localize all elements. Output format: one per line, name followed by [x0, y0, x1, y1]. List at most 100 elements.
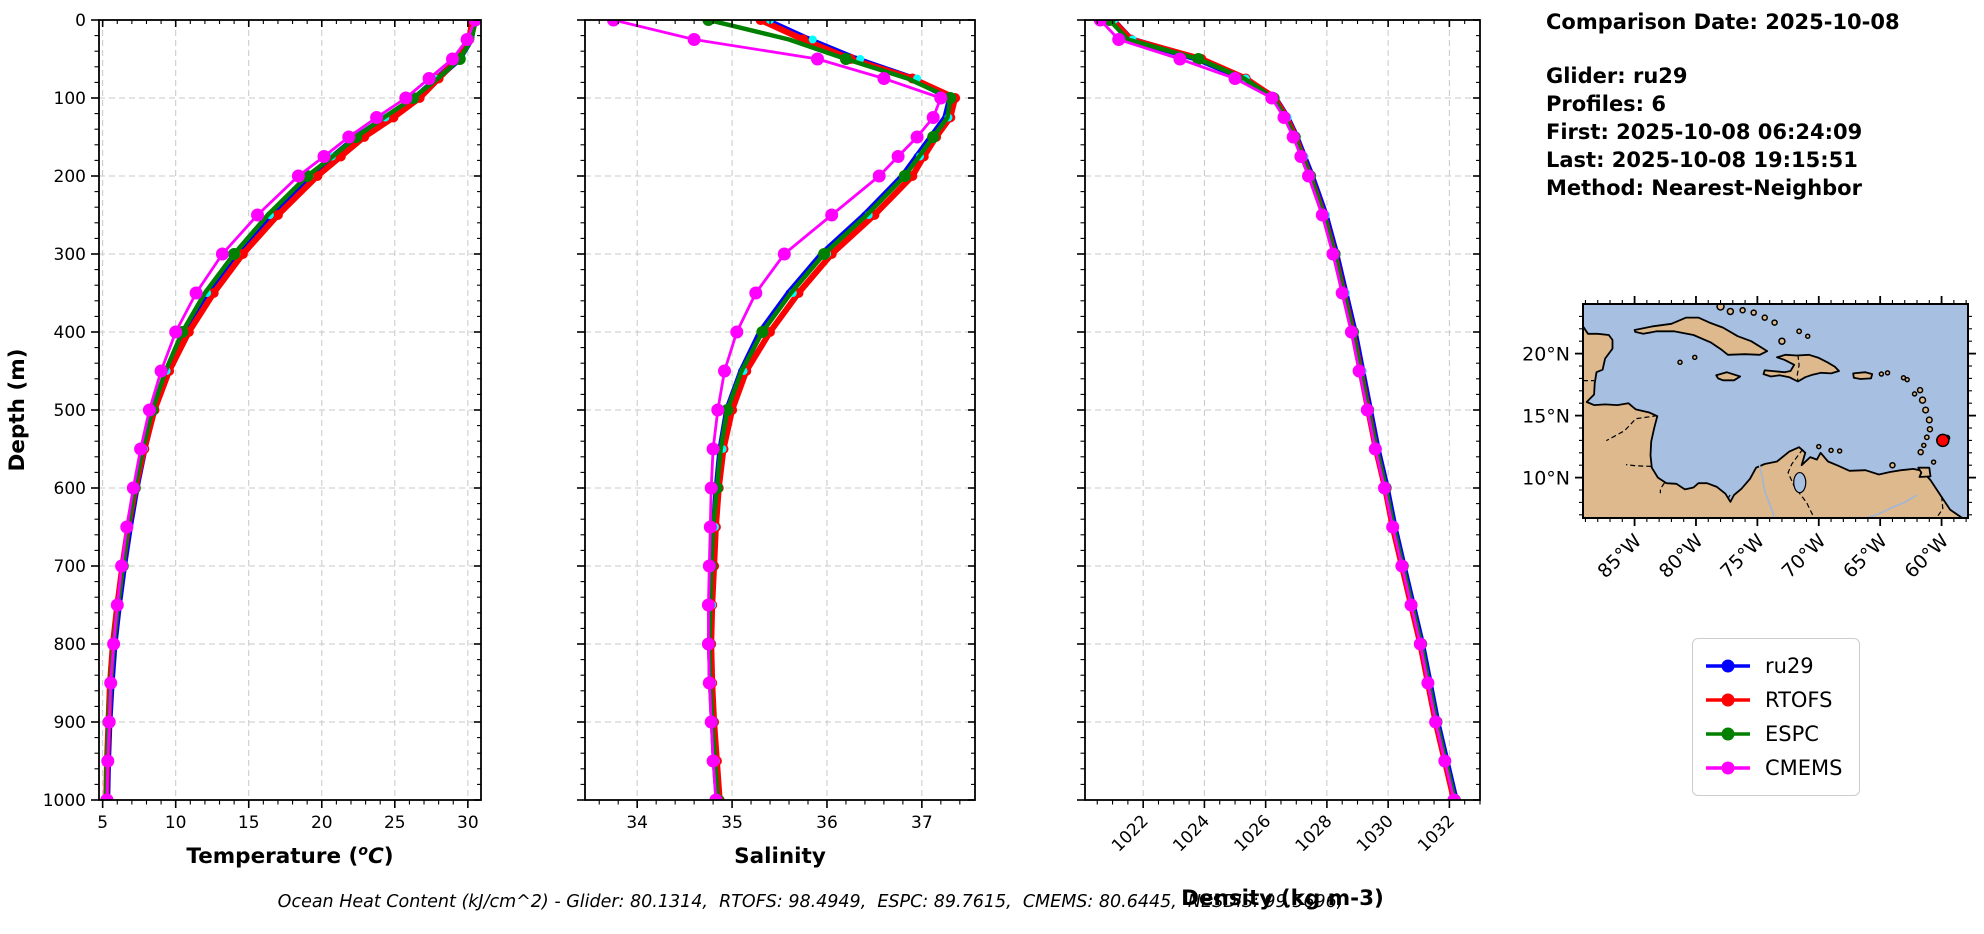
temperature-axis-label: Temperature (oC)	[186, 843, 393, 869]
svg-text:400: 400	[54, 323, 86, 343]
legend-line-marker-icon	[1706, 761, 1750, 775]
comparison-date-text: Comparison Date: 2025-10-08	[1546, 10, 1900, 34]
map-island	[1923, 434, 1930, 441]
map-river	[1865, 494, 1918, 518]
map-lon-label: 70°W	[1778, 530, 1831, 583]
map-island	[1836, 448, 1843, 454]
legend-item-RTOFS: RTOFS	[1705, 683, 1847, 717]
map-island	[1884, 370, 1891, 376]
map-lat-label: 15°N	[1522, 406, 1570, 428]
x-ticks: 1022 1024 1026 1028 1030 1032	[1096, 20, 1481, 856]
svg-text:34: 34	[626, 813, 648, 833]
map-lat-label: 10°N	[1522, 468, 1570, 490]
caribbean-map: 20°N 15°N 10°N 85°W 80°W 75°W 70°W 65°W 60°W	[1522, 296, 1976, 583]
map-island	[1922, 406, 1930, 414]
svg-text:600: 600	[54, 479, 86, 499]
svg-text:1032: 1032	[1414, 811, 1459, 856]
map-lon-label: 65°W	[1839, 530, 1892, 583]
ohc-footer: Ocean Heat Content (kJ/cm^2) - Glider: 8…	[277, 892, 1343, 912]
map-landmass	[1762, 353, 1840, 383]
map-island	[1771, 319, 1778, 326]
map-island	[1726, 307, 1735, 316]
svg-text:800: 800	[54, 635, 86, 655]
svg-text:1022: 1022	[1108, 811, 1153, 856]
first-profile-text: First: 2025-10-08 06:24:09	[1546, 120, 1863, 144]
map-island	[1930, 459, 1937, 465]
map-island	[1796, 328, 1803, 335]
svg-text:35: 35	[721, 813, 743, 833]
map-lat-label: 20°N	[1522, 344, 1570, 366]
map-island	[1828, 447, 1834, 454]
salinity-profile-panel: 34 35 36 37 Salinity	[577, 19, 976, 869]
map-border	[1937, 496, 1944, 517]
y-ticks: 0 100 200 300 400 500 600 700 800 900 1000	[43, 11, 481, 811]
map-island	[1716, 304, 1725, 311]
legend-label: ru29	[1765, 654, 1814, 678]
gridlines	[585, 19, 975, 801]
legend: ru29 RTOFS ESPC CMEMS	[1692, 638, 1860, 796]
map-landmass	[1715, 371, 1742, 382]
map-island	[1677, 359, 1683, 366]
map-lake	[1793, 471, 1807, 494]
svg-text:25: 25	[384, 813, 406, 833]
svg-text:5: 5	[97, 813, 108, 833]
CMEMS-profile-line	[607, 20, 948, 800]
legend-label: ESPC	[1765, 722, 1819, 746]
legend-item-ESPC: ESPC	[1705, 717, 1847, 751]
map-island	[1926, 425, 1934, 433]
x-ticks: 34 35 36 37	[598, 20, 961, 833]
svg-text:100: 100	[54, 89, 86, 109]
map-island	[1889, 461, 1896, 469]
map-lon-label: 60°W	[1900, 530, 1953, 583]
svg-text:700: 700	[54, 557, 86, 577]
legend-label: RTOFS	[1765, 688, 1833, 712]
density-axis-label: Density (kg m-3)	[1181, 886, 1384, 911]
density-series	[1093, 20, 1461, 800]
svg-text:1026: 1026	[1230, 811, 1275, 856]
map-island	[1916, 386, 1924, 394]
map-island	[1691, 354, 1698, 361]
map-lon-label: 75°W	[1716, 530, 1769, 583]
density-profile-panel: 1022 1024 1026 1028 1030 1032 Density (kg m-3)	[1077, 19, 1481, 911]
salinity-series	[607, 20, 961, 800]
y-ticks	[1077, 19, 1480, 801]
map-island	[1739, 306, 1746, 314]
svg-text:300: 300	[54, 245, 86, 265]
svg-text:200: 200	[54, 167, 86, 187]
svg-text:30: 30	[457, 813, 479, 833]
y-ticks	[577, 19, 975, 801]
gridlines	[1085, 19, 1480, 801]
map-island	[1816, 443, 1822, 450]
info-gap	[1546, 36, 1900, 62]
map-island	[1761, 314, 1768, 321]
map-river	[1758, 463, 1776, 518]
map-island	[1804, 333, 1811, 339]
svg-text:500: 500	[54, 401, 86, 421]
svg-text:1024: 1024	[1169, 811, 1214, 856]
map-landmass	[1917, 466, 1932, 478]
x-ticks: 5 10 15 20 25 30	[97, 20, 479, 833]
map-island	[1778, 337, 1786, 345]
legend-line-marker-icon	[1706, 659, 1750, 673]
svg-text:1030: 1030	[1353, 811, 1398, 856]
map-lon-label: 85°W	[1593, 530, 1646, 583]
svg-text:1028: 1028	[1292, 811, 1337, 856]
map-landmass	[1852, 371, 1874, 380]
temperature-series	[100, 20, 481, 800]
svg-text:0: 0	[75, 11, 86, 31]
map-lon-label: 80°W	[1655, 530, 1708, 583]
legend-line-marker-icon	[1706, 693, 1750, 707]
CMEMS-profile-line	[100, 20, 481, 800]
map-island	[1925, 416, 1933, 424]
legend-item-CMEMS: CMEMS	[1705, 751, 1847, 785]
temperature-profile-panel: 5 10 15 20 25 3001002003004005006007008009001…	[43, 11, 482, 869]
svg-text:37: 37	[911, 813, 933, 833]
svg-text:15: 15	[238, 813, 260, 833]
depth-axis-label: Depth (m)	[5, 349, 30, 472]
map-island	[1904, 376, 1910, 383]
method-text: Method: Nearest-Neighbor	[1546, 176, 1862, 200]
svg-text:1000: 1000	[43, 791, 86, 811]
map-landmass	[1633, 316, 1769, 356]
map-island	[1911, 391, 1918, 397]
